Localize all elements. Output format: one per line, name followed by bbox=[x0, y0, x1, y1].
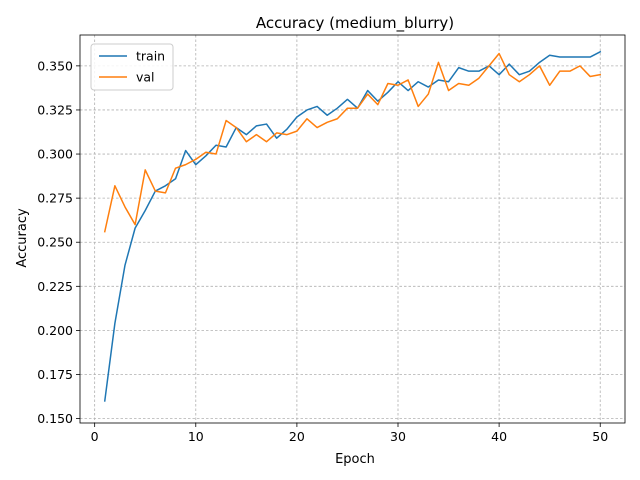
y-tick-label-0: 0.150 bbox=[37, 411, 73, 426]
y-tick-label-2: 0.200 bbox=[37, 323, 73, 338]
series-line-train bbox=[103, 50, 602, 402]
y-axis-label: Accuracy bbox=[15, 208, 30, 268]
plot-frame bbox=[79, 34, 626, 424]
series-line-val bbox=[103, 52, 602, 233]
x-tick-label-2: 20 bbox=[289, 429, 305, 444]
x-axis-label: Epoch bbox=[335, 452, 375, 467]
y-tick-label-5: 0.275 bbox=[37, 191, 73, 206]
x-tick-label-0: 0 bbox=[91, 429, 99, 444]
y-tick-label-1: 0.175 bbox=[37, 367, 73, 382]
x-tick-label-5: 50 bbox=[592, 429, 608, 444]
x-tick-label-4: 40 bbox=[491, 429, 507, 444]
plot-area: 0 10 20 30 40 50 0.150 0.175 0.200 0.225 0.250 0.27… bbox=[37, 34, 626, 444]
y-tick-label-7: 0.325 bbox=[37, 102, 73, 117]
chart-title: Accuracy (medium_blurry) bbox=[256, 14, 454, 33]
legend-label-val: val bbox=[136, 70, 155, 85]
x-tick-label-3: 30 bbox=[390, 429, 406, 444]
y-tick-label-3: 0.225 bbox=[37, 279, 73, 294]
y-tick-label-8: 0.350 bbox=[37, 58, 73, 73]
y-tick-label-6: 0.300 bbox=[37, 147, 73, 162]
x-tick-label-1: 10 bbox=[188, 429, 204, 444]
legend-label-train: train bbox=[136, 49, 165, 64]
y-tick-label-4: 0.250 bbox=[37, 235, 73, 250]
